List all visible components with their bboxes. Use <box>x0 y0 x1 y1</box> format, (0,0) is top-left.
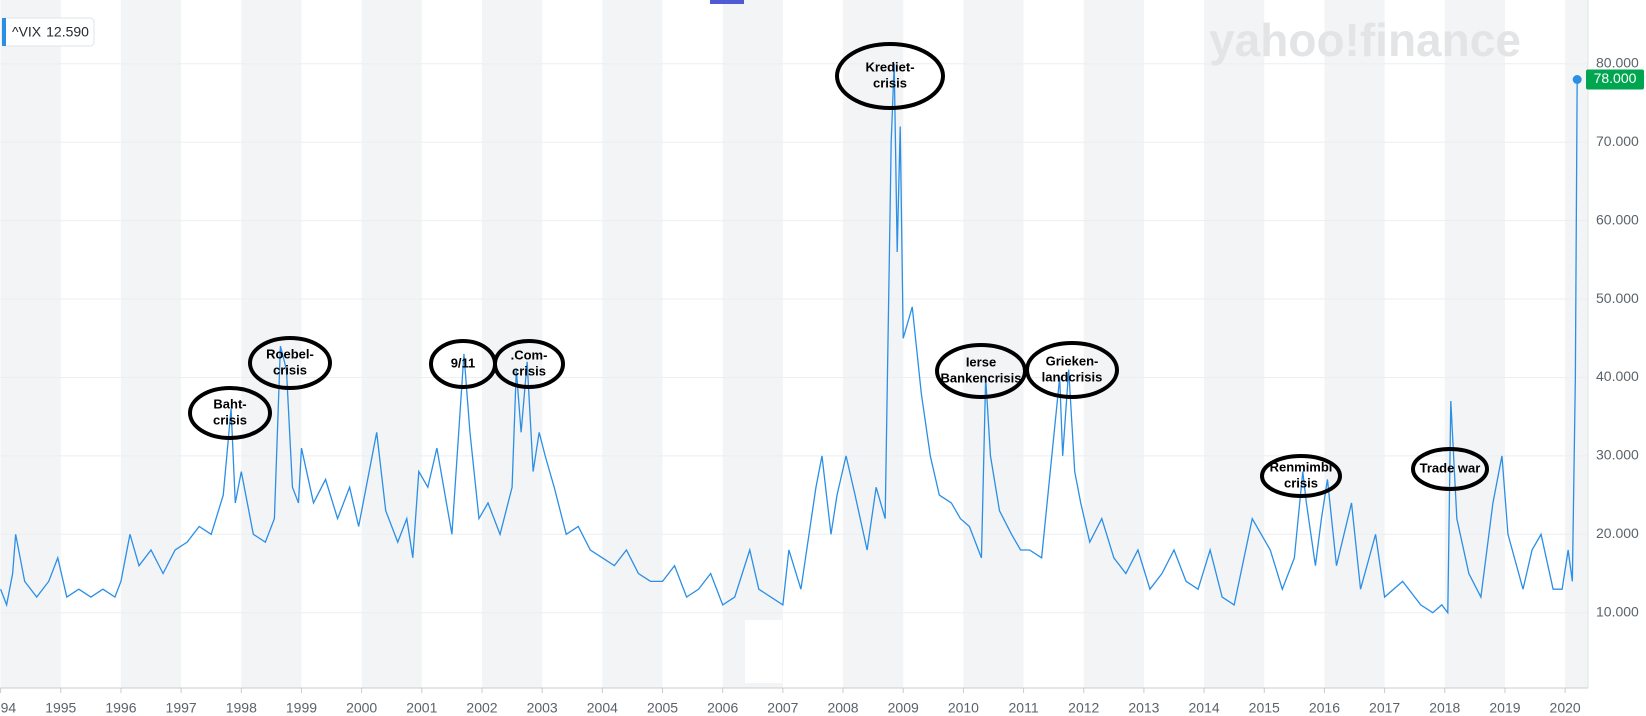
annotation-text: Baht- <box>213 396 246 411</box>
legend-value: 12.590 <box>46 24 89 40</box>
x-tick-label: 2007 <box>767 700 798 716</box>
x-tick-label: 1995 <box>45 700 76 716</box>
y-tick-label: 20.000 <box>1596 525 1639 541</box>
year-band <box>1324 0 1385 688</box>
last-point <box>1572 74 1582 84</box>
x-tick-label: 2018 <box>1429 700 1460 716</box>
annotation-text: Ierse <box>966 354 996 369</box>
x-tick-label: 1996 <box>105 700 136 716</box>
x-tick-label: 1997 <box>166 700 197 716</box>
x-tick-label: 2017 <box>1369 700 1400 716</box>
x-tick-label: 2004 <box>587 700 618 716</box>
watermark: yahoo!finance <box>1209 14 1521 66</box>
annotation-text: landcrisis <box>1042 369 1103 384</box>
series-line <box>0 63 1578 615</box>
x-tick-label: 2013 <box>1128 700 1159 716</box>
y-tick-label: 50.000 <box>1596 290 1639 306</box>
year-band <box>0 0 61 688</box>
x-tick-label: 2015 <box>1249 700 1280 716</box>
price-tag <box>1586 69 1644 90</box>
annotation-text: Trade war <box>1420 460 1481 475</box>
legend: ^VIX 12.590 <box>1 17 95 47</box>
year-band <box>1565 0 1588 688</box>
annotation-ellipse <box>1411 447 1489 491</box>
price-tag-label: 78.000 <box>1594 70 1637 86</box>
year-band <box>1444 0 1505 688</box>
year-band <box>843 0 904 688</box>
y-tick-label: 60.000 <box>1596 211 1639 227</box>
annotation-ellipse <box>1025 341 1119 399</box>
annotation-text: Grieken- <box>1046 353 1099 368</box>
annotation-ellipse <box>835 42 945 110</box>
x-tick-label: 2016 <box>1309 700 1340 716</box>
y-tick-label: 80.000 <box>1596 55 1639 71</box>
x-tick-label: 2011 <box>1009 700 1039 716</box>
x-tick-label: 2019 <box>1489 700 1520 716</box>
x-tick-label: 2006 <box>707 700 738 716</box>
y-tick-label: 10.000 <box>1596 603 1639 619</box>
annotation-ellipse <box>1260 454 1342 498</box>
y-tick-label: 30.000 <box>1596 447 1639 463</box>
year-band <box>361 0 422 688</box>
x-tick-label: 2010 <box>948 700 979 716</box>
x-tick-label: 1999 <box>286 700 317 716</box>
year-band <box>120 0 182 688</box>
annotation-text: Krediet- <box>865 59 914 74</box>
annotation-text: crisis <box>512 363 546 378</box>
year-band <box>241 0 302 688</box>
x-tick-label: 2020 <box>1550 700 1581 716</box>
annotation-ellipse <box>248 336 332 390</box>
x-tick-label: 2001 <box>406 700 437 716</box>
x-tick-label: 2005 <box>647 700 678 716</box>
annotation-text: crisis <box>273 362 307 377</box>
x-tick-label: 2002 <box>466 700 497 716</box>
y-tick-label: 70.000 <box>1596 133 1639 149</box>
x-tick-label: 2009 <box>888 700 919 716</box>
year-band <box>602 0 663 688</box>
year-band <box>1204 0 1265 688</box>
annotation-text: Roebel- <box>266 346 314 361</box>
annotation-ellipse <box>493 339 565 389</box>
x-tick-label: 2008 <box>827 700 858 716</box>
x-tick-label: 2000 <box>346 700 377 716</box>
x-tick-label: 2003 <box>527 700 558 716</box>
annotation-text: crisis <box>1284 475 1318 490</box>
annotation-ellipse <box>935 343 1027 399</box>
annotation-text: Bankencrisis <box>941 370 1022 385</box>
legend-name: ^VIX <box>12 24 42 40</box>
annotation-text: Renmimbi <box>1270 459 1333 474</box>
annotation-text: 9/11 <box>451 355 476 370</box>
annotation-text: crisis <box>213 412 247 427</box>
x-tick-label: 1998 <box>226 700 257 716</box>
x-tick-label: 2014 <box>1189 700 1220 716</box>
annotation-text: crisis <box>873 75 907 90</box>
x-tick-label: 2012 <box>1068 700 1099 716</box>
y-tick-label: 40.000 <box>1596 368 1639 384</box>
annotation-text: .Com- <box>511 347 548 362</box>
year-band <box>1083 0 1144 688</box>
scroll-indicator <box>710 0 744 4</box>
year-bands <box>0 0 1588 688</box>
annotation-ellipse <box>188 386 272 440</box>
blank-patch <box>745 620 782 683</box>
year-band <box>722 0 783 688</box>
legend-swatch <box>2 18 6 46</box>
x-tick-label: 1994 <box>0 700 16 716</box>
